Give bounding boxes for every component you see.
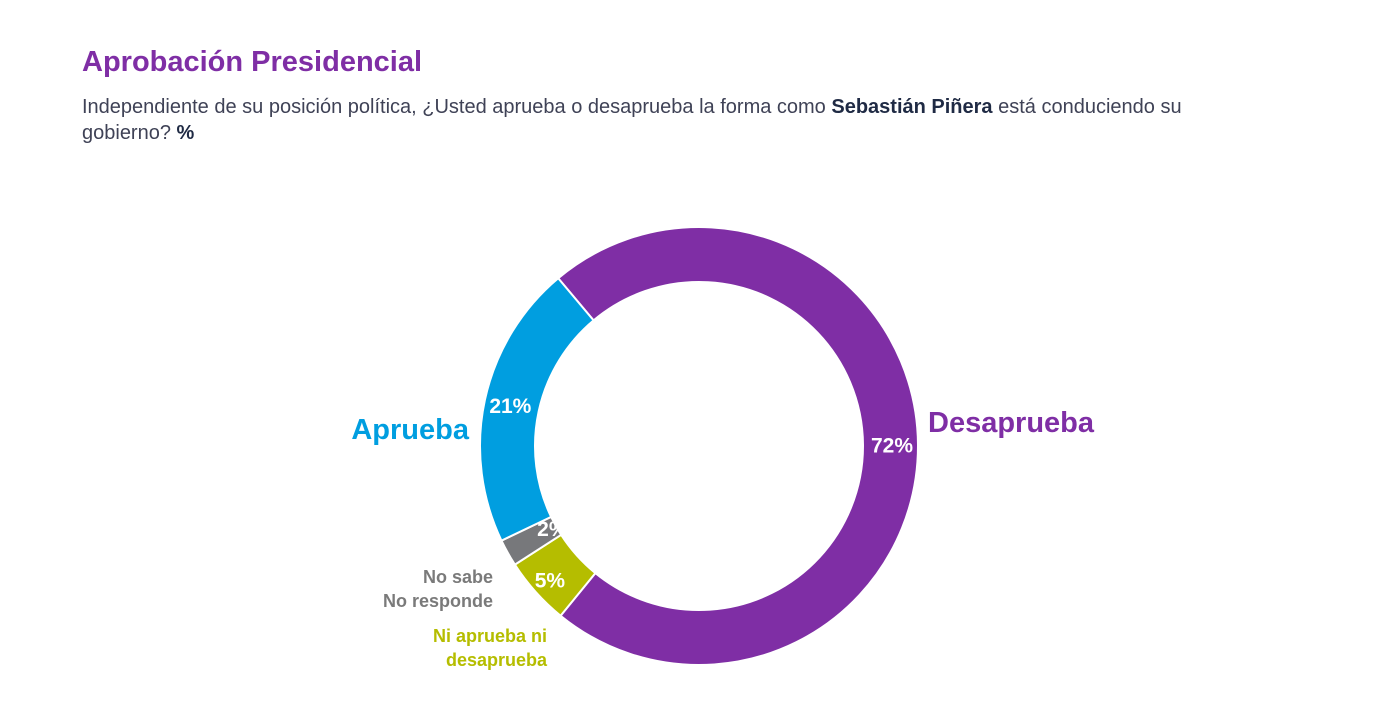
value-label-ni-aprueba-ni-desaprueba: 5% <box>535 569 566 592</box>
category-label-line: Aprueba <box>351 414 470 446</box>
subtitle-president-name: Sebastián Piñera <box>831 96 993 118</box>
subtitle-text-1: Independiente de su posición política, ¿… <box>82 96 832 118</box>
value-label-desaprueba: 72% <box>871 435 913 458</box>
value-label-no-sabe-no-responde: 2% <box>537 518 568 541</box>
chart-subtitle: Independiente de su posición política, ¿… <box>82 94 1222 146</box>
category-label-line: desaprueba <box>446 650 548 670</box>
category-label-line: Desaprueba <box>928 407 1095 439</box>
category-label-line: No responde <box>383 591 493 611</box>
slice-desaprueba <box>556 226 919 666</box>
value-label-aprueba: 21% <box>489 395 531 418</box>
chart-title: Aprobación Presidencial <box>82 46 423 78</box>
slice-aprueba <box>479 276 595 542</box>
subtitle-unit: % <box>176 122 195 144</box>
category-label-no-sabe-no-responde: No sabe No responde <box>383 567 493 611</box>
category-label-ni-aprueba-ni-desaprueba: Ni aprueba ni desaprueba <box>433 626 548 670</box>
subtitle-text-2: está conduciendo su gobierno? <box>82 96 1182 144</box>
category-label-aprueba: Aprueba <box>351 414 470 446</box>
category-label-line: No sabe <box>423 567 493 587</box>
category-label-line: Ni aprueba ni <box>433 626 547 646</box>
category-label-desaprueba: Desaprueba <box>928 407 1095 439</box>
